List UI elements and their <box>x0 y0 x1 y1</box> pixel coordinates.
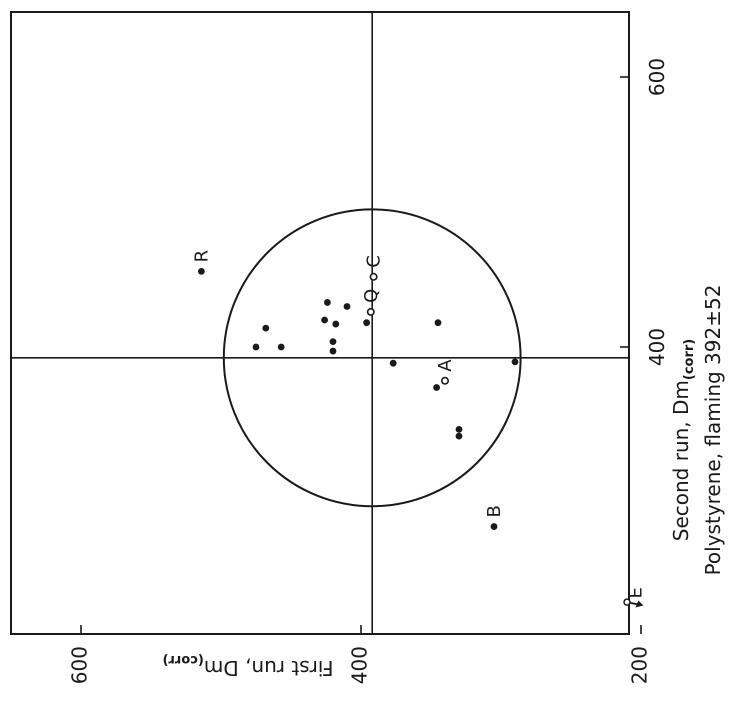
point-label: E <box>625 587 646 598</box>
y-tick-label: 200 <box>628 646 652 684</box>
labeled-point <box>198 268 205 275</box>
deviation-circle <box>222 208 522 508</box>
point-label: R <box>191 250 212 263</box>
labeled-point <box>490 523 498 530</box>
x-axis-label-sub: (corr) <box>682 339 697 380</box>
labeled-point-open <box>623 598 631 606</box>
data-point <box>434 319 442 327</box>
data-point <box>455 432 463 440</box>
x-axis-label-main: Second run, Dm <box>669 380 693 541</box>
y-tick-label: 600 <box>68 646 92 684</box>
data-point <box>363 319 370 327</box>
axis-ticks: 400 600 200 400 600 <box>68 58 670 684</box>
data-point <box>262 324 270 332</box>
x-tick-label: 600 <box>645 58 669 96</box>
data-points: R C Q A B E <box>191 250 646 608</box>
labeled-point-open <box>369 272 378 281</box>
data-point <box>329 347 337 355</box>
labeled-point-open <box>440 376 449 385</box>
y-axis-label-main: First run, Dm <box>204 656 334 680</box>
data-point <box>343 303 351 310</box>
x-tick-label: 400 <box>645 328 669 366</box>
point-label: C <box>364 255 385 268</box>
data-point <box>332 320 340 328</box>
point-label: A <box>435 359 456 372</box>
chart-subtitle: Polystyrene, flaming 392±52 <box>701 285 725 576</box>
data-point <box>277 343 285 351</box>
point-label: B <box>484 505 505 517</box>
data-point <box>252 343 260 351</box>
x-axis-label: Second run, Dm(corr) <box>669 339 697 541</box>
y-axis-label: First run, Dm(corr) <box>163 652 334 680</box>
data-point <box>324 299 331 306</box>
data-point <box>329 338 337 345</box>
data-point <box>455 425 463 433</box>
y-tick-label: 400 <box>348 646 372 684</box>
plot-frame <box>10 11 630 635</box>
y-axis-label-sub: (corr) <box>163 652 204 667</box>
data-point <box>321 316 328 324</box>
data-point <box>389 359 397 367</box>
point-label: Q <box>361 289 382 303</box>
data-point <box>433 384 440 391</box>
data-point <box>511 358 519 366</box>
labeled-point-open <box>366 307 375 316</box>
arrow-head <box>635 600 644 608</box>
